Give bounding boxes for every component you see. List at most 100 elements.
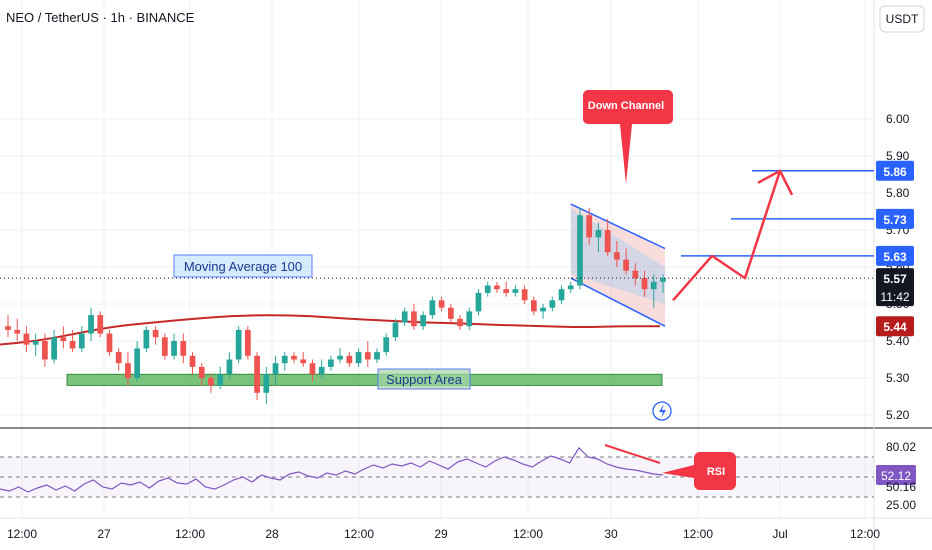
candle-body xyxy=(300,359,307,364)
candle xyxy=(291,352,297,364)
candle xyxy=(503,281,510,297)
candle-body xyxy=(60,337,67,341)
down-channel-callout-text: Down Channel xyxy=(588,100,664,112)
candle-body xyxy=(42,341,48,360)
candle xyxy=(383,333,390,356)
candle-body xyxy=(392,322,399,338)
candle-body xyxy=(281,355,288,364)
symbol-title: NEO / TetherUS · 1h · BINANCE xyxy=(6,10,195,25)
ma-annotation: Moving Average 100 xyxy=(173,254,313,278)
candle-body xyxy=(355,352,362,364)
candle xyxy=(180,333,187,364)
candle-body xyxy=(595,230,602,238)
candle-body xyxy=(198,366,205,378)
candle-body xyxy=(447,307,454,319)
rsi-callout-text: RSI xyxy=(707,466,725,478)
candle xyxy=(208,374,214,393)
candle-body xyxy=(623,259,629,271)
down-channel-callout-shape xyxy=(583,90,673,184)
ma-annotation-box xyxy=(173,254,313,278)
time-tick-label: 12:00 xyxy=(175,527,205,541)
support-annotation: Support Area xyxy=(377,368,471,390)
candle xyxy=(604,218,611,256)
candle-body xyxy=(291,355,297,360)
time-tick-label: 12:00 xyxy=(850,527,880,541)
candle-body xyxy=(32,341,39,345)
candle-body xyxy=(244,329,251,356)
candle xyxy=(42,333,48,367)
candle-body xyxy=(125,363,131,378)
currency-button[interactable]: USDT xyxy=(879,5,925,33)
candle xyxy=(198,363,205,386)
candle-body xyxy=(374,352,380,360)
candle xyxy=(632,263,639,286)
candle-body xyxy=(217,374,224,386)
candle-body xyxy=(411,311,417,327)
candle-body xyxy=(567,285,574,290)
candle-body xyxy=(401,311,408,323)
candle-body xyxy=(420,315,427,327)
candle xyxy=(263,366,270,404)
candle xyxy=(106,329,113,356)
candle xyxy=(429,296,436,319)
candle-body xyxy=(106,333,113,353)
candle xyxy=(549,296,556,312)
candle-body xyxy=(263,374,270,393)
candle xyxy=(586,207,593,245)
target-price-label-bg xyxy=(876,160,914,181)
projection-path xyxy=(672,169,794,302)
candle-body xyxy=(521,289,528,301)
candle xyxy=(78,326,85,353)
price-tick-label: 5.20 xyxy=(886,408,910,422)
current-price-label-text: 5.57 xyxy=(883,272,907,286)
candle xyxy=(226,352,233,378)
ma-price-label: 5.44 xyxy=(876,316,914,337)
candle-body xyxy=(318,366,325,375)
support-area-rect xyxy=(66,373,663,386)
candle xyxy=(577,207,583,290)
time-tick-label: 27 xyxy=(97,527,111,541)
candle-body xyxy=(364,352,371,360)
candle-body xyxy=(484,285,491,293)
time-tick-label: 30 xyxy=(604,527,618,541)
candle-body xyxy=(660,278,666,282)
candle-body xyxy=(115,352,122,364)
candle-body xyxy=(161,337,168,356)
countdown-label: 11:42 xyxy=(880,290,909,304)
target-price-label-text: 5.73 xyxy=(883,213,907,227)
candle xyxy=(420,311,427,330)
candle xyxy=(392,318,399,341)
candle-body xyxy=(97,315,104,334)
candle-body xyxy=(558,289,565,301)
candle-body xyxy=(429,300,436,316)
rsi-value-label-bg xyxy=(876,465,916,485)
candle xyxy=(521,285,528,304)
rsi-value-label: 52.12 xyxy=(876,465,916,485)
candle xyxy=(484,281,491,297)
lightning-icon[interactable] xyxy=(652,401,672,421)
candle xyxy=(161,333,168,360)
candle-body xyxy=(152,329,159,338)
candle xyxy=(23,326,30,353)
candle xyxy=(447,304,454,323)
current-price-label-bg xyxy=(876,268,914,307)
time-axis[interactable]: 12:00 27 12:00 28 12:00 29 12:00 30 12:00 Jul 12:0… xyxy=(7,527,880,541)
rsi-tick-label: 80.02 xyxy=(886,440,916,454)
candle xyxy=(134,341,141,382)
candle-body xyxy=(328,359,334,367)
candle-body xyxy=(5,326,11,330)
candle-body xyxy=(650,281,657,290)
rsi-callout: RSI xyxy=(662,452,736,490)
projection-line xyxy=(672,170,782,302)
candle xyxy=(217,366,224,390)
rsi-divergence-line xyxy=(604,444,661,464)
rsi-line xyxy=(0,447,664,493)
candle-body xyxy=(641,278,648,290)
candle xyxy=(125,352,131,386)
price-axis[interactable]: 6.005.905.805.705.605.505.405.305.205.86… xyxy=(876,112,916,512)
candle xyxy=(97,311,104,338)
candle xyxy=(650,274,657,308)
